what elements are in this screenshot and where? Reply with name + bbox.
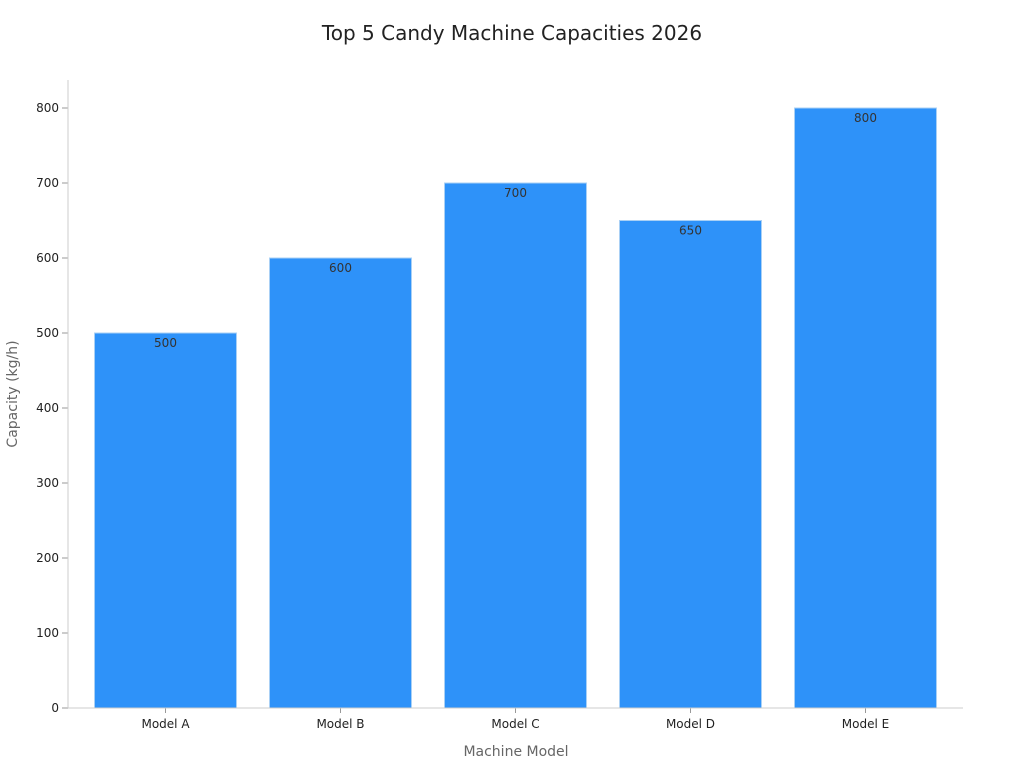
y-tick-label: 300 [36, 476, 59, 490]
y-axis-label: Capacity (kg/h) [5, 340, 21, 447]
bar-value-label: 800 [854, 111, 877, 125]
x-tick-label: Model A [141, 717, 190, 731]
bar-value-label: 600 [329, 261, 352, 275]
y-axis-ticks: 0 100 200 300 400 500 600 700 800 [36, 101, 68, 715]
x-tick-label: Model C [491, 717, 539, 731]
y-tick-label: 700 [36, 176, 59, 190]
bar [94, 332, 237, 709]
bar [444, 182, 587, 709]
bar-value-label: 700 [504, 186, 527, 200]
x-tick-label: Model E [842, 717, 889, 731]
y-tick-label: 200 [36, 551, 59, 565]
chart-title: Top 5 Candy Machine Capacities 2026 [321, 21, 702, 45]
y-tick-label: 400 [36, 401, 59, 415]
y-tick-label: 800 [36, 101, 59, 115]
x-tick-label: Model B [316, 717, 364, 731]
y-tick-label: 600 [36, 251, 59, 265]
bar [269, 257, 412, 709]
y-tick-label: 0 [51, 701, 59, 715]
bar [794, 107, 937, 709]
x-axis-ticks: Model A Model B Model C Model D Model E [141, 708, 889, 731]
data-labels-group: 500 600 700 650 800 [154, 111, 877, 350]
x-axis-label: Machine Model [463, 744, 568, 760]
x-tick-label: Model D [666, 717, 715, 731]
bars-group [94, 107, 937, 709]
bar-value-label: 650 [679, 224, 702, 238]
bar-value-label: 500 [154, 336, 177, 350]
y-tick-label: 500 [36, 326, 59, 340]
bar [619, 220, 762, 709]
y-tick-label: 100 [36, 626, 59, 640]
